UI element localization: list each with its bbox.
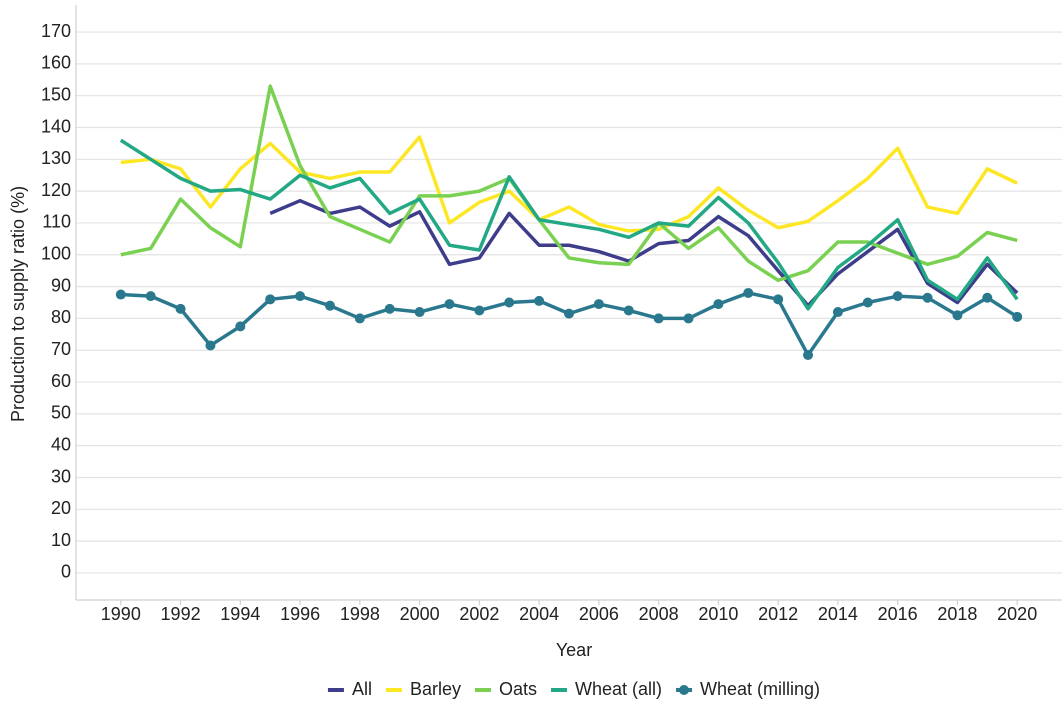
series-marker bbox=[474, 305, 485, 316]
x-tick-label: 2014 bbox=[818, 604, 858, 624]
x-axis-title: Year bbox=[556, 640, 592, 660]
x-tick-label: 1994 bbox=[220, 604, 260, 624]
series-marker bbox=[324, 300, 335, 311]
y-tick-label: 110 bbox=[42, 212, 71, 232]
y-tick-label: 30 bbox=[51, 466, 71, 486]
series-marker bbox=[235, 321, 246, 332]
series-marker bbox=[1012, 311, 1023, 322]
legend-label: All bbox=[352, 679, 372, 699]
x-tick-label: 2002 bbox=[459, 604, 499, 624]
series-marker bbox=[175, 303, 186, 314]
y-tick-label: 100 bbox=[41, 244, 71, 264]
series-marker bbox=[773, 294, 784, 305]
x-tick-label: 1998 bbox=[340, 604, 380, 624]
series-marker bbox=[803, 350, 814, 360]
x-tick-label: 2008 bbox=[639, 604, 679, 624]
series-marker bbox=[623, 305, 634, 316]
y-tick-label: 140 bbox=[41, 116, 71, 136]
x-tick-label: 2006 bbox=[579, 604, 619, 624]
series-marker bbox=[892, 291, 903, 302]
x-tick-label: 2012 bbox=[758, 604, 798, 624]
y-tick-label: 130 bbox=[41, 148, 71, 168]
legend-label: Oats bbox=[499, 679, 537, 699]
series-line bbox=[120, 84, 1018, 282]
x-tick-label: 2018 bbox=[937, 604, 977, 624]
x-tick-label: 1992 bbox=[161, 604, 201, 624]
x-tick-label: 1996 bbox=[280, 604, 320, 624]
y-tick-label: 50 bbox=[51, 403, 71, 423]
series-marker bbox=[832, 307, 843, 318]
series-marker bbox=[653, 313, 664, 324]
series-marker bbox=[205, 340, 216, 351]
series-line bbox=[119, 138, 1019, 311]
series-marker bbox=[593, 299, 604, 310]
x-tick-label: 2004 bbox=[519, 604, 559, 624]
legend: All Barley Oats Wheat (all) Wheat (milling) bbox=[327, 679, 820, 699]
x-tick-label: 2020 bbox=[997, 604, 1037, 624]
y-tick-label: 120 bbox=[41, 180, 71, 200]
series-marker bbox=[504, 297, 515, 308]
series-marker bbox=[295, 291, 306, 302]
legend-marker bbox=[679, 685, 690, 695]
series-marker bbox=[145, 291, 156, 302]
series-marker bbox=[713, 299, 724, 310]
series-marker bbox=[683, 313, 694, 324]
series-marker bbox=[982, 292, 993, 303]
x-tick-label: 2000 bbox=[400, 604, 440, 624]
y-tick-label: 170 bbox=[41, 21, 71, 41]
y-axis-title: Production to supply ratio (%) bbox=[8, 186, 28, 422]
series-line bbox=[120, 291, 1019, 357]
series-marker bbox=[952, 310, 963, 321]
y-tick-label: 0 bbox=[61, 562, 71, 582]
y-tick-label: 90 bbox=[51, 275, 71, 295]
series-marker bbox=[265, 294, 276, 305]
series-marker bbox=[862, 297, 873, 308]
series-marker bbox=[414, 307, 425, 318]
series-line bbox=[269, 198, 1019, 308]
y-tick-label: 150 bbox=[41, 84, 71, 104]
y-tick-label: 60 bbox=[51, 371, 71, 391]
series-marker bbox=[354, 313, 365, 324]
y-tick-label: 70 bbox=[51, 339, 71, 359]
y-tick-label: 80 bbox=[51, 307, 71, 327]
series-marker bbox=[564, 308, 574, 319]
x-tick-label: 1990 bbox=[101, 604, 141, 624]
series-marker bbox=[743, 287, 754, 298]
series-line bbox=[120, 135, 1018, 233]
x-tick-label: 2010 bbox=[698, 604, 738, 624]
y-tick-label: 20 bbox=[51, 498, 71, 518]
legend-label: Wheat (milling) bbox=[700, 679, 820, 699]
series-marker bbox=[922, 292, 933, 303]
series-marker bbox=[444, 299, 455, 310]
legend-label: Wheat (all) bbox=[575, 679, 662, 699]
y-tick-label: 40 bbox=[51, 434, 71, 454]
series-marker bbox=[384, 303, 395, 314]
series-marker bbox=[534, 295, 545, 306]
x-tick-label: 2016 bbox=[878, 604, 918, 624]
y-tick-label: 160 bbox=[41, 53, 71, 73]
y-tick-label: 10 bbox=[51, 530, 71, 550]
legend-label: Barley bbox=[410, 679, 461, 699]
series-marker bbox=[115, 289, 126, 300]
